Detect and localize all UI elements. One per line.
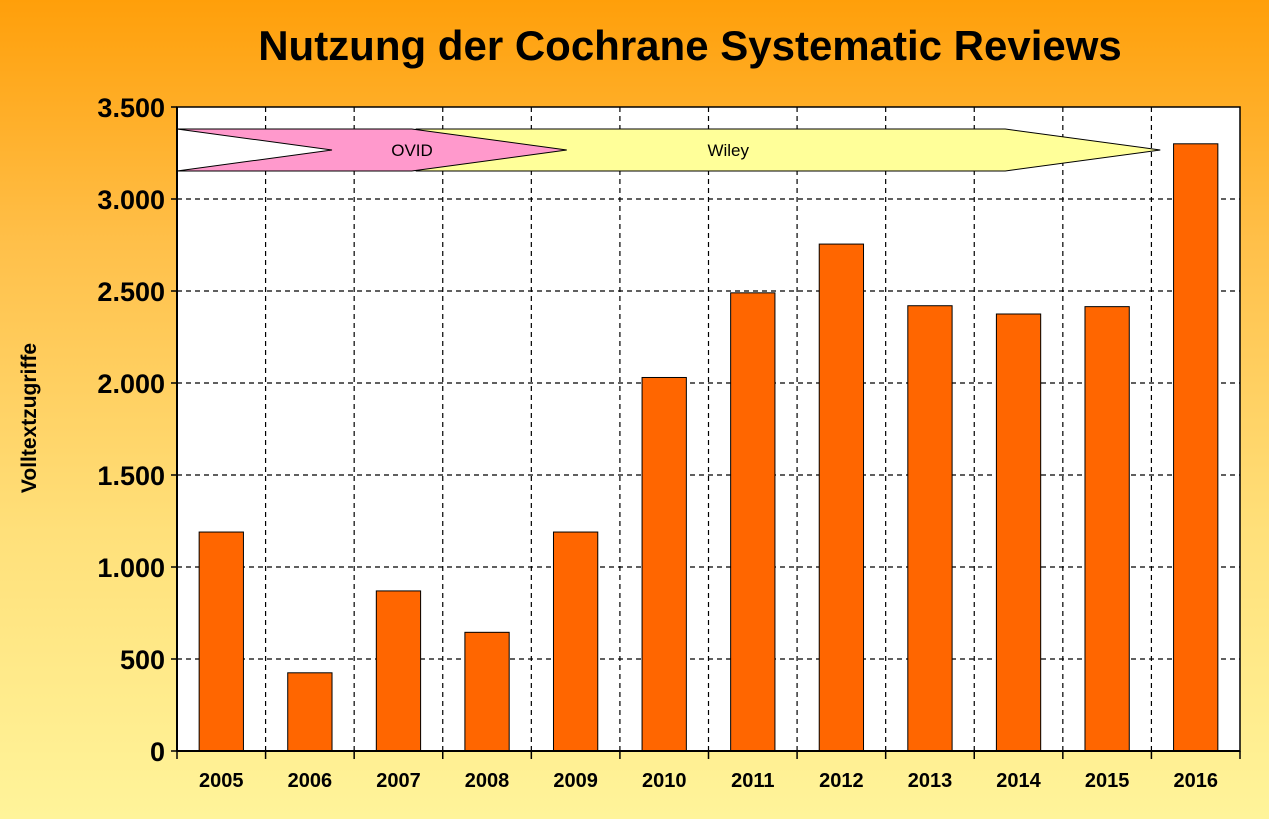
x-tick-label: 2012 xyxy=(819,770,864,792)
y-tick-label: 3.500 xyxy=(97,93,165,123)
bar-2012 xyxy=(818,243,865,752)
y-tick-label: 0 xyxy=(150,737,165,767)
x-tick-label: 2007 xyxy=(376,770,421,792)
bar-2011 xyxy=(730,292,776,752)
y-tick-label: 1.500 xyxy=(97,461,165,491)
bars xyxy=(198,143,1219,752)
x-tick-label: 2009 xyxy=(553,770,598,792)
bar-2009 xyxy=(552,531,599,752)
chart-title: Nutzung der Cochrane Systematic Reviews xyxy=(258,22,1122,69)
bar-2016 xyxy=(1173,143,1219,752)
x-tick-label: 2011 xyxy=(731,770,774,792)
bar-2006 xyxy=(287,672,333,752)
bar-2014 xyxy=(995,313,1042,752)
x-tick-label: 2014 xyxy=(996,770,1041,792)
y-tick-label: 3.000 xyxy=(97,185,165,215)
x-tick-label: 2010 xyxy=(642,770,687,792)
plot-area xyxy=(176,106,1241,752)
annotation-label-wiley: Wiley xyxy=(707,141,749,160)
gridlines xyxy=(177,107,1240,751)
axes: 0 500 1.000 1.500 2.000 2.500 3.000 3.500 2005 20… xyxy=(97,93,1241,792)
annotation-arrow-ovid xyxy=(176,128,567,172)
y-tick-label: 2.500 xyxy=(97,277,165,307)
annotation-label-ovid: OVID xyxy=(391,141,433,160)
x-tick-label: 2016 xyxy=(1173,770,1218,792)
bar-2005 xyxy=(198,531,244,752)
bar-2013 xyxy=(907,305,953,752)
bar-2010 xyxy=(641,376,687,752)
annotation-arrows: Wiley OVID xyxy=(176,128,1161,172)
x-tick-label: 2015 xyxy=(1085,770,1130,792)
bar-2007 xyxy=(375,590,422,752)
x-tick-label: 2013 xyxy=(908,770,953,792)
bar-2015 xyxy=(1084,306,1130,752)
y-tick-label: 1.000 xyxy=(97,553,165,583)
x-tick-label: 2005 xyxy=(199,770,244,792)
x-tick-label: 2006 xyxy=(288,770,333,792)
x-tick-label: 2008 xyxy=(465,770,510,792)
bar-2008 xyxy=(464,631,510,752)
y-tick-label: 500 xyxy=(120,645,165,675)
y-tick-label: 2.000 xyxy=(97,369,165,399)
